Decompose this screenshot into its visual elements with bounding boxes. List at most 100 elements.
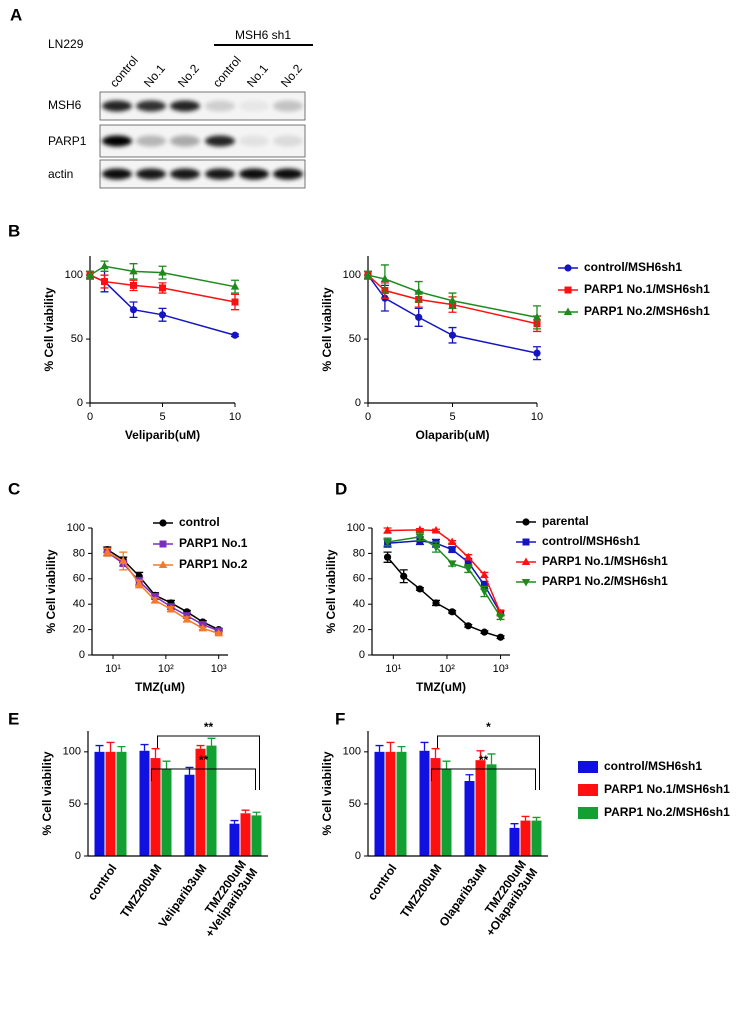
lane-label: No.2 <box>278 61 305 90</box>
x-tick-label: 10¹ <box>385 663 401 675</box>
marker <box>383 538 392 547</box>
lane-label: No.1 <box>244 61 271 90</box>
legend-label: PARP1 No.2/MSH6sh1 <box>584 304 710 318</box>
legend-label: PARP1 No.2/MSH6sh1 <box>542 574 668 588</box>
marker <box>448 331 457 339</box>
marker <box>231 298 239 306</box>
marker <box>415 313 423 321</box>
marker <box>496 613 505 622</box>
marker <box>447 537 457 545</box>
marker <box>496 633 505 641</box>
y-tick-label: 20 <box>73 624 85 636</box>
error-bar <box>510 823 519 828</box>
x-axis-label: Veliparib(uM) <box>125 428 200 442</box>
marker <box>231 331 239 339</box>
y-axis-label: % Cell viability <box>40 751 54 835</box>
y-tick-label: 0 <box>355 850 361 862</box>
legend-marker <box>159 540 167 548</box>
error-bar <box>397 745 406 752</box>
blot-frame <box>99 159 306 189</box>
marker <box>166 604 176 613</box>
blot-band <box>273 135 303 147</box>
blot-band <box>205 135 235 147</box>
legend-swatch <box>578 807 598 819</box>
blot-band <box>170 100 200 112</box>
cell-line: LN229 <box>48 37 84 51</box>
blot-band <box>136 100 166 112</box>
bar <box>139 750 150 856</box>
legend-swatch <box>578 761 598 773</box>
y-axis-label: % Cell viability <box>42 287 56 371</box>
y-tick-label: 0 <box>77 397 83 409</box>
marker <box>532 312 542 321</box>
bar <box>150 758 161 856</box>
bar <box>195 748 206 856</box>
series <box>383 551 505 641</box>
error-bar <box>386 741 395 752</box>
blot-band <box>205 168 235 180</box>
legend-label: control/MSH6sh1 <box>542 534 640 548</box>
bar <box>229 823 240 856</box>
x-tick-label: 10 <box>531 411 543 423</box>
blot-frame <box>99 91 306 121</box>
y-tick-label: 100 <box>63 746 81 758</box>
error-bar <box>431 748 440 759</box>
y-tick-label: 0 <box>355 397 361 409</box>
panel-label: C <box>8 479 20 498</box>
marker <box>158 268 167 276</box>
bar <box>184 774 195 856</box>
y-tick-label: 0 <box>75 850 81 862</box>
lane-label: control <box>107 53 141 90</box>
marker <box>119 556 128 565</box>
error-bar <box>140 743 149 751</box>
x-tick-label: 0 <box>87 411 93 423</box>
y-axis-label: % Cell viability <box>324 549 338 633</box>
marker <box>480 570 489 578</box>
series <box>85 260 240 294</box>
lane-label: control <box>210 53 244 90</box>
lane-label: No.1 <box>141 61 168 90</box>
x-tick-label: 5 <box>449 411 455 423</box>
blot-row-label: PARP1 <box>48 134 87 148</box>
legend-marker <box>158 560 168 568</box>
marker <box>214 628 223 637</box>
bar <box>509 827 520 856</box>
y-tick-label: 100 <box>67 522 85 534</box>
blot-row-label: MSH6 <box>48 98 82 112</box>
panel-label: F <box>335 709 345 728</box>
y-tick-label: 50 <box>71 333 83 345</box>
marker <box>130 281 137 289</box>
y-tick-label: 50 <box>349 333 361 345</box>
marker <box>135 579 144 587</box>
error-bar <box>532 816 541 821</box>
x-tick-label: Veliparib3uM <box>156 862 210 931</box>
blot-band <box>205 100 235 112</box>
marker <box>129 266 138 275</box>
legend-label: PARP1 No.2/MSH6sh1 <box>604 805 730 819</box>
error-bar <box>196 744 205 749</box>
blot-band <box>136 135 166 147</box>
error-bar <box>487 753 496 765</box>
error-bar <box>465 774 474 781</box>
blot-band <box>170 168 200 180</box>
marker <box>85 270 95 279</box>
blot-frame <box>99 124 306 158</box>
legend-label: PARP1 No.1/MSH6sh1 <box>604 782 730 796</box>
marker <box>448 608 456 616</box>
series <box>385 741 531 856</box>
marker <box>380 274 390 283</box>
bar <box>105 751 116 856</box>
marker <box>431 526 441 534</box>
series <box>364 270 541 361</box>
marker <box>159 284 166 292</box>
x-tick-label: TMZ200uM <box>118 862 165 921</box>
blot-band <box>136 168 166 180</box>
significance-label: ** <box>479 753 489 767</box>
error-bar <box>476 750 485 761</box>
marker <box>415 525 425 533</box>
x-tick-label: 0 <box>365 411 371 423</box>
bar <box>240 813 251 856</box>
marker <box>464 552 473 561</box>
marker <box>480 581 488 589</box>
y-axis-label: % Cell viability <box>320 751 334 835</box>
